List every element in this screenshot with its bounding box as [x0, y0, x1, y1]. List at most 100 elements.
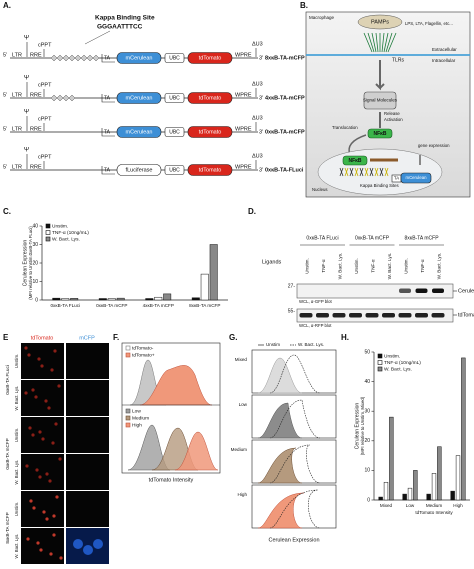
cell-spot: [29, 499, 33, 503]
nfkb-box: [367, 128, 393, 139]
panel-label: A.: [3, 1, 11, 10]
kappa-site: [68, 54, 76, 62]
group-label: 0xκB-TA FLuci: [306, 235, 338, 241]
band: [365, 313, 379, 318]
x-axis-label: Cerulean Expression: [268, 537, 319, 543]
cell-spot: [38, 430, 42, 434]
kappa-site: [62, 54, 70, 62]
legend-label: Low: [132, 408, 141, 414]
panel-label: H.: [341, 333, 349, 342]
tlr: [363, 32, 373, 53]
histogram: [174, 431, 219, 471]
kappa-site: [50, 54, 58, 62]
cell-spot: [52, 533, 56, 537]
wpre: WPRE: [235, 126, 252, 132]
legend-swatch: [125, 415, 131, 421]
tdtomato: tdTomato: [199, 167, 222, 173]
condition-label: W. Bact. Lys.: [14, 534, 19, 559]
bar: [191, 297, 200, 301]
lane-label: TNF-α: [321, 259, 326, 272]
band: [398, 313, 412, 318]
blot-caption: WCL, α-RFP blot: [299, 323, 332, 328]
cell-spot: [83, 545, 93, 555]
cell-spot: [24, 346, 28, 350]
x-tick-label: 8xκB-TA mCFP: [189, 303, 220, 308]
ubc: UBC: [169, 55, 180, 61]
band: [432, 288, 444, 293]
legend-swatch: [125, 408, 131, 414]
legend-swatch: [45, 236, 51, 242]
dna: [374, 167, 379, 177]
tdtomato-box: [187, 52, 233, 64]
blot-top: [296, 283, 454, 299]
dna: [349, 167, 354, 177]
panel-label: C.: [3, 207, 11, 216]
activation: Activation: [384, 117, 403, 122]
band: [382, 313, 395, 318]
tlrs: TLRs: [392, 57, 404, 63]
tdtomato: tdTomato: [199, 55, 222, 61]
bar: [98, 298, 107, 301]
bar: [154, 296, 163, 301]
tlr: [383, 32, 389, 53]
panel-label: G.: [229, 333, 237, 342]
legend-label: High: [132, 422, 142, 428]
ubc-box: [164, 53, 185, 63]
legend-swatch: [45, 230, 51, 235]
x-axis-label: tdTomato Intensity: [415, 510, 453, 515]
rre: RRE: [30, 164, 42, 170]
legend-swatch: [125, 422, 131, 428]
reporter-box: [116, 126, 162, 138]
bar: [378, 496, 383, 501]
cell-spot: [51, 441, 55, 445]
reporter-box: [116, 52, 162, 64]
y-tick-label: 40: [364, 379, 370, 385]
y-axis-label: Cerulean Expression: [354, 403, 360, 450]
cell-spot: [35, 468, 39, 472]
tlr: [375, 32, 379, 53]
rre: RRE: [30, 92, 42, 98]
lane-label: Unstim.: [404, 258, 409, 274]
site-title: Kappa Binding Site: [95, 15, 155, 22]
panel-label: D.: [248, 207, 256, 216]
lane-label: Unstim.: [354, 258, 359, 274]
cell-spot: [24, 391, 28, 395]
nfkb-nuclear: [342, 155, 368, 166]
bar: [145, 298, 154, 301]
kappa-site: [56, 54, 64, 62]
cppt: cPPT: [38, 154, 52, 160]
five-prime: 5': [3, 126, 7, 132]
kappa-site: [56, 94, 64, 102]
gene-expression: gene expression: [418, 143, 450, 148]
band-label: tdTomato: [458, 312, 474, 318]
blot-caption: WCL, α-GFP blot: [299, 299, 333, 304]
kappa-site: [74, 54, 82, 62]
rre: RRE: [30, 126, 42, 132]
construct-name: 8xκB-TA-mCFP: [265, 55, 305, 61]
cell-spot: [39, 548, 43, 552]
cell-spot: [50, 368, 54, 372]
legend-label: TNF-α (10ng/mL): [384, 360, 421, 366]
y-tick-label: 10: [364, 468, 370, 474]
cell-spot: [48, 479, 52, 483]
bar: [413, 470, 418, 501]
wpre: WPRE: [235, 52, 252, 58]
row-label: High: [238, 492, 248, 497]
legend-label: Unstim: [266, 342, 280, 347]
dna: [369, 167, 374, 177]
tlr: [371, 32, 377, 53]
three-prime: 3': [259, 129, 263, 135]
histogram: [257, 357, 303, 394]
ubc-box: [164, 165, 185, 175]
bar: [389, 416, 394, 501]
ta: TA: [394, 176, 399, 181]
ta-bracket: [101, 128, 115, 137]
cell-spot: [49, 552, 53, 556]
ta-bracket: [101, 166, 115, 175]
tdtomato: tdTomato: [199, 95, 222, 101]
legend-label: W. Bact. Lys.: [384, 366, 412, 372]
legend-swatch: [45, 223, 51, 229]
group-label: 0xκB-TA mCFP: [355, 235, 390, 241]
marker: 27-: [288, 283, 296, 289]
